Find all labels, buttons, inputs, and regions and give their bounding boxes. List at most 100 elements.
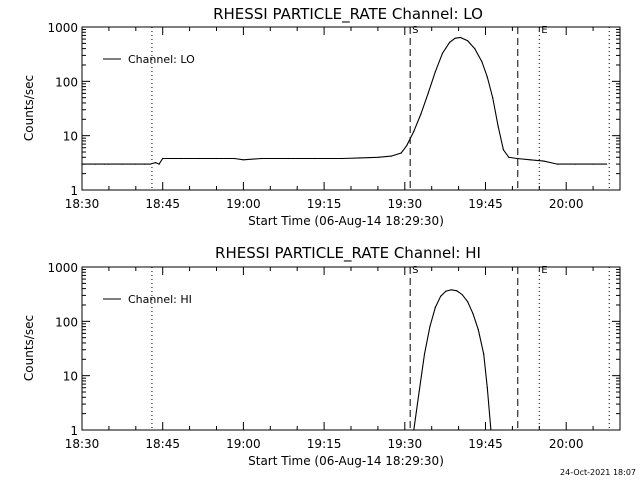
x-tick-label: 19:15: [307, 197, 342, 211]
data-point: [154, 162, 157, 164]
data-point: [121, 163, 123, 165]
data-point: [574, 163, 576, 165]
x-tick-label: 19:15: [307, 437, 342, 451]
data-point: [434, 71, 436, 73]
data-point: [418, 391, 420, 393]
x-axis-label: Start Time (06-Aug-14 18:29:30): [248, 454, 444, 468]
time-marker-label: S: [412, 265, 418, 276]
data-point: [390, 155, 392, 157]
y-axis-label: Counts/sec: [22, 315, 36, 381]
data-point: [490, 429, 492, 431]
data-point: [242, 159, 244, 161]
data-point: [477, 329, 479, 331]
data-point: [215, 157, 218, 160]
data-point: [260, 157, 262, 160]
x-tick-label: 19:00: [226, 437, 261, 451]
data-point: [149, 163, 151, 165]
data-point: [413, 429, 415, 431]
data-point: [94, 163, 97, 165]
time-marker-label: E: [541, 265, 547, 276]
data-point: [481, 61, 483, 63]
data-point: [486, 387, 488, 389]
data-point: [162, 157, 164, 160]
x-tick-label: 18:30: [65, 437, 100, 451]
x-axis-label: Start Time (06-Aug-14 18:29:30): [248, 214, 444, 228]
data-point: [449, 41, 451, 44]
y-axis-label: Counts/sec: [22, 75, 36, 141]
x-tick-label: 20:00: [549, 437, 584, 451]
time-marker-label: E: [541, 25, 547, 36]
data-point: [81, 163, 83, 165]
series-line: [413, 289, 492, 431]
data-point: [605, 163, 608, 165]
x-tick-label: 19:00: [226, 197, 261, 211]
legend-label: Channel: HI: [128, 293, 192, 306]
time-marker-label: S: [412, 25, 418, 36]
data-point: [400, 152, 402, 154]
y-tick-label: 1000: [47, 21, 78, 35]
lo-channel-panel: RHESSI PARTICLE_RATE Channel: LO Counts/…: [22, 5, 621, 228]
data-point: [529, 159, 531, 161]
y-tick-label: 1000: [47, 261, 78, 275]
data-point: [516, 157, 518, 160]
data-point: [413, 130, 415, 132]
y-tick-label: 1: [70, 424, 78, 438]
data-point: [467, 301, 469, 303]
y-tick-label: 10: [63, 370, 78, 384]
data-point: [427, 92, 429, 94]
data-point: [103, 163, 105, 165]
x-tick-label: 18:30: [65, 197, 100, 211]
data-point: [543, 160, 545, 162]
data-point: [423, 353, 426, 355]
data-point: [420, 113, 422, 115]
data-point: [556, 163, 558, 165]
data-point: [233, 157, 235, 160]
data-point: [459, 36, 461, 39]
data-point: [472, 312, 474, 314]
data-point: [429, 326, 431, 328]
footer-timestamp: 24-Oct-2021 18:07: [560, 468, 636, 477]
data-point: [454, 37, 456, 39]
data-point: [456, 290, 458, 292]
data-point: [497, 125, 499, 127]
x-tick-label: 20:00: [549, 197, 584, 211]
data-point: [445, 290, 447, 292]
series-line: [82, 36, 607, 165]
data-point: [144, 163, 146, 165]
data-point: [474, 48, 476, 50]
data-point: [198, 157, 200, 160]
data-point: [592, 163, 594, 165]
data-point: [135, 163, 137, 165]
data-point: [467, 40, 469, 42]
y-tick-label: 100: [55, 315, 78, 329]
data-point: [158, 163, 160, 165]
data-point: [180, 157, 182, 160]
x-tick-label: 18:45: [145, 197, 180, 211]
data-point: [434, 306, 436, 309]
x-tick-label: 18:45: [145, 437, 180, 451]
data-point: [406, 145, 408, 147]
legend-label: Channel: LO: [128, 53, 195, 66]
y-tick-label: 10: [63, 130, 78, 144]
data-point: [492, 97, 494, 99]
y-tick-label: 100: [55, 75, 78, 89]
data-point: [441, 52, 444, 54]
data-point: [483, 353, 485, 355]
data-point: [287, 157, 289, 160]
x-tick-label: 19:45: [468, 197, 503, 211]
hi-channel-panel: RHESSI PARTICLE_RATE Channel: HI Counts/…: [22, 244, 621, 468]
legend: Channel: LO: [103, 53, 195, 66]
data-point: [508, 156, 510, 158]
data-point: [314, 157, 316, 160]
y-tick-label: 1: [70, 184, 78, 198]
x-tick-label: 19:30: [388, 437, 423, 451]
data-point: [450, 289, 452, 291]
data-point: [461, 294, 463, 296]
x-tick-label: 19:45: [468, 437, 503, 451]
data-point: [440, 295, 442, 297]
x-tick-label: 19:30: [388, 197, 423, 211]
legend: Channel: HI: [103, 293, 192, 306]
panel-title: RHESSI PARTICLE_RATE Channel: HI: [215, 244, 481, 263]
data-point: [359, 157, 361, 159]
